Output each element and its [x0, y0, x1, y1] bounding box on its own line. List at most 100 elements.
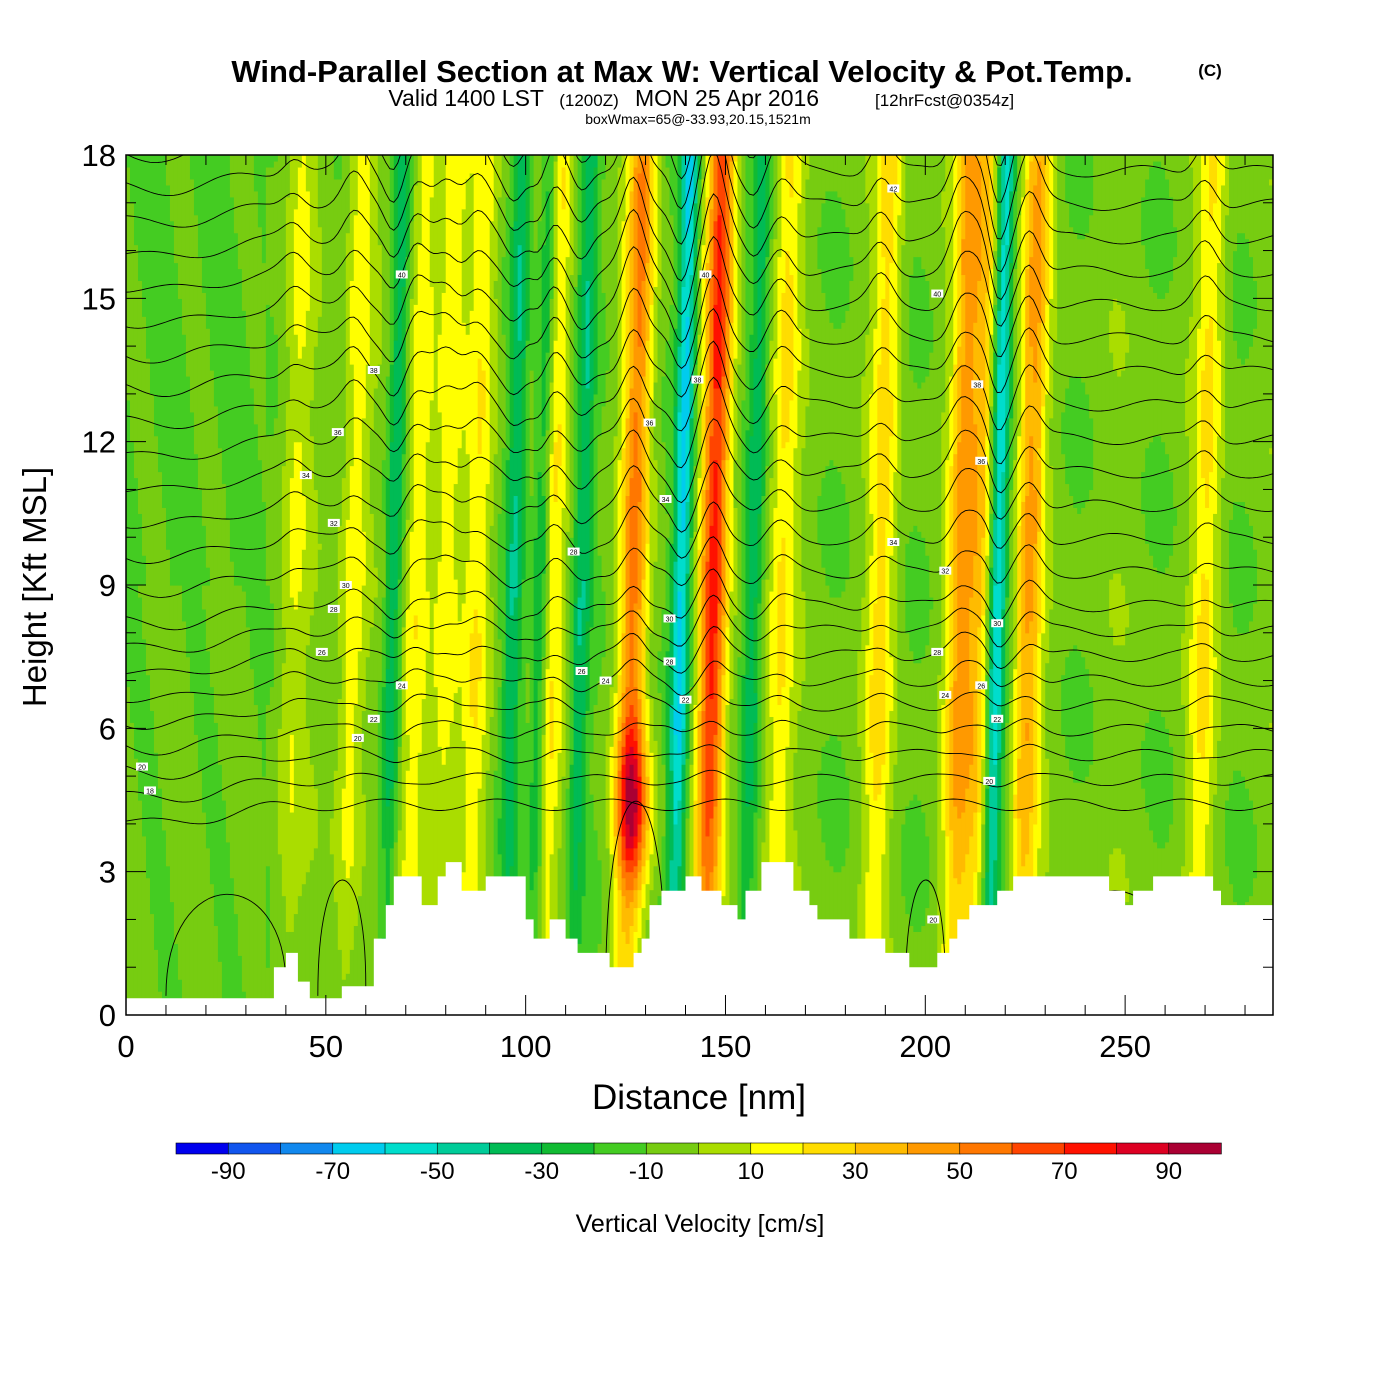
contour-label: 34: [302, 473, 310, 480]
velocity-cell: [1069, 375, 1074, 497]
velocity-cell: [525, 662, 531, 723]
velocity-cell: [641, 782, 647, 825]
velocity-cell: [593, 704, 599, 831]
velocity-cell: [349, 364, 355, 467]
velocity-cell: [309, 764, 315, 861]
velocity-cell: [909, 274, 914, 371]
velocity-cell: [185, 656, 191, 1015]
contour-label-bg: [143, 786, 156, 795]
velocity-cell: [781, 155, 787, 293]
velocity-cell: [713, 865, 719, 915]
velocity-cell: [1117, 573, 1122, 646]
velocity-cell: [965, 853, 970, 974]
velocity-cell: [1153, 567, 1158, 712]
velocity-cell: [569, 764, 575, 956]
velocity-cell: [813, 155, 818, 1015]
velocity-cell: [921, 811, 926, 927]
velocity-cell: [797, 328, 803, 371]
velocity-cell: [733, 155, 739, 162]
velocity-cell: [613, 155, 619, 437]
velocity-cell: [1089, 155, 1094, 216]
velocity-cell: [825, 465, 830, 586]
velocity-cell: [833, 328, 838, 467]
velocity-cell: [517, 155, 523, 246]
velocity-cell: [1193, 573, 1198, 1004]
velocity-cell: [681, 286, 687, 365]
valid-time-utc: (1200Z): [559, 91, 619, 110]
velocity-cell: [993, 585, 998, 765]
velocity-cell: [649, 399, 655, 634]
velocity-cell: [657, 650, 663, 694]
velocity-cell: [145, 358, 151, 676]
velocity-cell: [729, 160, 735, 323]
velocity-cell: [921, 381, 926, 538]
velocity-cell: [1081, 782, 1086, 932]
velocity-cell: [1089, 686, 1094, 765]
velocity-cell: [925, 280, 930, 377]
contour-label-bg: [691, 375, 704, 384]
velocity-cell: [889, 155, 894, 264]
velocity-cell: [621, 722, 627, 747]
velocity-cell: [289, 734, 295, 813]
velocity-cell: [1237, 770, 1242, 909]
velocity-cell: [625, 907, 631, 944]
contour-label-bg: [679, 695, 692, 704]
velocity-cell: [645, 155, 651, 264]
velocity-cell: [873, 328, 878, 604]
velocity-cell: [861, 596, 866, 1015]
velocity-cell: [721, 155, 727, 377]
isentrope-line: [126, 155, 1273, 282]
velocity-cell: [829, 190, 834, 323]
velocity-cell: [913, 794, 918, 932]
isentrope-line: [126, 769, 1273, 803]
velocity-cell: [541, 656, 547, 735]
velocity-cell: [533, 871, 539, 944]
velocity-cell: [1017, 214, 1022, 437]
velocity-cell: [1197, 614, 1202, 753]
velocity-cell: [765, 256, 771, 365]
velocity-cell: [1017, 155, 1022, 216]
velocity-cell: [1177, 155, 1182, 1015]
velocity-cell: [601, 405, 607, 592]
velocity-cell: [613, 435, 619, 694]
velocity-cell: [373, 596, 379, 950]
velocity-cell: [841, 590, 846, 759]
vertical-velocity-field: [126, 155, 1273, 1015]
x-tick-label: 50: [309, 1029, 343, 1064]
velocity-cell: [1045, 155, 1050, 305]
velocity-cell: [1009, 262, 1014, 419]
velocity-cell: [937, 155, 942, 676]
velocity-cell: [461, 429, 467, 604]
velocity-cell: [641, 579, 647, 723]
velocity-cell: [257, 459, 263, 741]
velocity-cell: [349, 949, 355, 1015]
velocity-cell: [1169, 471, 1174, 556]
velocity-cell: [993, 764, 998, 861]
velocity-cell: [1113, 847, 1118, 915]
velocity-cell: [737, 364, 743, 658]
velocity-cell: [561, 166, 567, 210]
velocity-cell: [621, 859, 627, 879]
velocity-cell: [981, 155, 986, 538]
velocity-cell: [605, 734, 611, 849]
velocity-cell: [481, 155, 487, 371]
velocity-cell: [985, 155, 990, 293]
velocity-cell: [605, 370, 611, 735]
velocity-cell: [641, 155, 647, 162]
velocity-cell: [897, 155, 902, 216]
velocity-cell: [681, 155, 687, 287]
velocity-cell: [341, 477, 347, 789]
velocity-cell: [1193, 155, 1198, 574]
velocity-cell: [713, 805, 719, 867]
velocity-cell: [1025, 495, 1030, 634]
velocity-cell: [277, 155, 283, 729]
colorbar-swatch: [959, 1142, 1013, 1155]
velocity-cell: [993, 519, 998, 586]
velocity-cell: [1269, 184, 1273, 449]
velocity-cell: [1253, 155, 1258, 282]
velocity-cell: [553, 501, 559, 807]
velocity-cell: [1213, 668, 1218, 795]
velocity-cell: [130, 155, 135, 204]
velocity-cell: [685, 573, 691, 700]
x-tick-label: 0: [117, 1029, 134, 1064]
